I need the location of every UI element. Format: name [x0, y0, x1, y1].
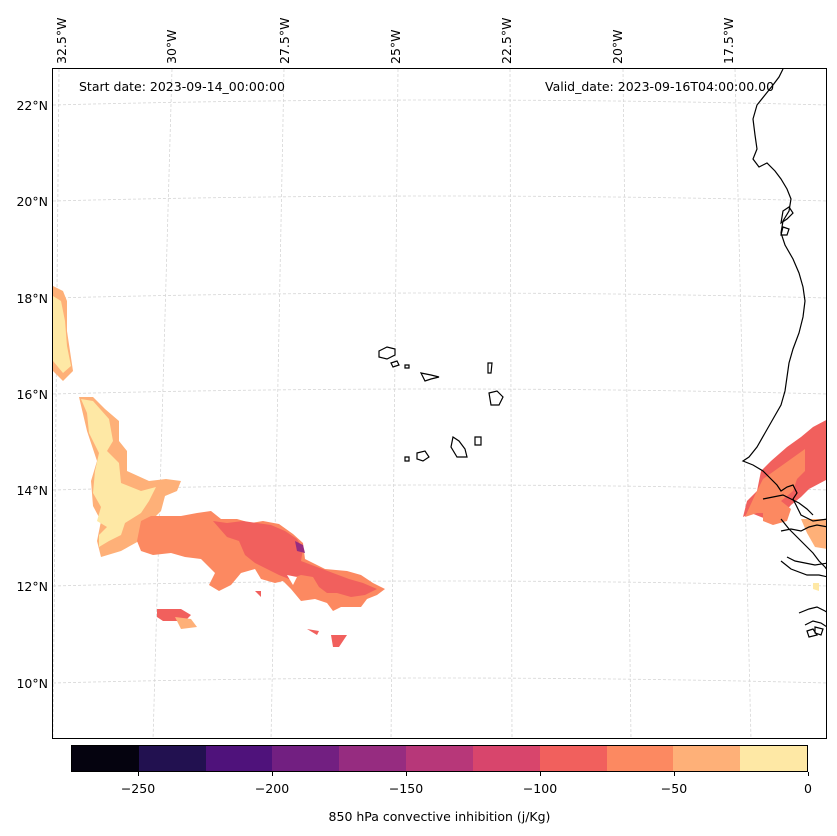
- cin-band-25-50: [801, 519, 826, 549]
- colorbar-segment: [406, 746, 473, 771]
- colorbar-segment: [205, 746, 273, 771]
- parallel-10n: [53, 677, 826, 684]
- start-date-label: Start date: 2023-09-14_00:00:00: [79, 79, 285, 94]
- parallel-18n: [53, 292, 826, 299]
- santo-antao-island: [378, 346, 396, 360]
- africa-coastline: [741, 69, 826, 522]
- colorbar-tick-label: −250: [120, 781, 156, 796]
- map-panel: Start date: 2023-09-14_00:00:00 Valid_da…: [52, 68, 827, 739]
- banc-arguin-islands: [780, 206, 794, 236]
- lat-label-22n: 22°N: [16, 98, 48, 113]
- lat-label-18n: 18°N: [16, 291, 48, 306]
- colorbar-segment: [72, 746, 139, 771]
- parallel-12n: [53, 580, 826, 587]
- santiago-island: [450, 436, 468, 458]
- lat-label-16n: 16°N: [16, 387, 48, 402]
- lon-label-17-5w: 17.5°W: [721, 17, 736, 64]
- parallel-22n: [53, 99, 826, 106]
- valid-date-label: Valid_date: 2023-09-16T04:00:00.00: [545, 79, 775, 94]
- colorbar-segment: [472, 746, 540, 771]
- boa-vista-island: [488, 390, 504, 406]
- lon-label-20w: 20°W: [610, 29, 625, 64]
- sal-island: [487, 362, 493, 374]
- lat-label-20n: 20°N: [16, 194, 48, 209]
- colorbar-segment: [539, 746, 607, 771]
- bissagos-islands: [806, 626, 824, 638]
- cin-band-0-25: [53, 296, 71, 373]
- parallel-20n: [53, 195, 826, 202]
- colorbar-segment: [740, 746, 807, 771]
- colorbar-title: 850 hPa convective inhibition (j/Kg): [328, 809, 551, 824]
- colorbar-tick: [271, 772, 273, 776]
- cin-band-50-75: [763, 501, 791, 525]
- colorbar-segment: [272, 746, 340, 771]
- cin-band-25-50: [175, 617, 197, 629]
- colorbar-tick-label: −100: [522, 781, 558, 796]
- colorbar-tick-label: −150: [388, 781, 424, 796]
- colorbar-tick-label: −50: [660, 781, 688, 796]
- meridian-20w: [622, 69, 632, 738]
- fogo-island: [416, 450, 430, 462]
- lon-label-27-5w: 27.5°W: [277, 17, 292, 64]
- maio-island: [474, 436, 482, 446]
- lon-label-32-5w: 32.5°W: [54, 17, 69, 64]
- sao-nicolau-island: [419, 372, 440, 382]
- colorbar-segment: [138, 746, 206, 771]
- lat-label-12n: 12°N: [16, 579, 48, 594]
- cin-band-75-100: [213, 521, 377, 597]
- colorbar-tick: [405, 772, 407, 776]
- meridian-17-5w: [734, 69, 752, 738]
- africa-coastline-south: [780, 518, 826, 628]
- colorbar-segment: [606, 746, 674, 771]
- coastlines: [378, 69, 826, 638]
- gambia-river: [762, 494, 826, 532]
- lon-label-30w: 30°W: [164, 29, 179, 64]
- meridian-25w: [390, 69, 399, 738]
- cin-band-0-25: [81, 399, 156, 547]
- colorbar-segment: [673, 746, 741, 771]
- meridian-32-5w: [53, 69, 60, 738]
- meridian-22-5w: [509, 69, 513, 738]
- santa-luzia-island: [404, 364, 410, 369]
- colorbar-tick: [137, 772, 139, 776]
- lat-label-14n: 14°N: [16, 483, 48, 498]
- lat-label-10n: 10°N: [16, 676, 48, 691]
- parallel-16n: [53, 388, 826, 395]
- meridian-30w: [152, 69, 173, 738]
- cin-band-75-100: [307, 629, 347, 647]
- brava-island: [404, 456, 410, 462]
- graticule: [53, 69, 826, 738]
- meridian-27-5w: [270, 69, 285, 738]
- lon-label-25w: 25°W: [388, 29, 403, 64]
- colorbar-tick-label: 0: [804, 781, 812, 796]
- colorbar-tick: [539, 772, 541, 776]
- cin-band-75-100: [255, 591, 261, 597]
- cin-band-0-25: [813, 583, 819, 591]
- cin-field-west: [53, 286, 385, 647]
- colorbar: [71, 745, 808, 772]
- colorbar-tick-label: −200: [254, 781, 290, 796]
- cin-band-150-175: [295, 541, 305, 553]
- map-canvas: [53, 69, 826, 738]
- sao-vicente-island: [390, 360, 400, 368]
- colorbar-tick: [807, 772, 809, 776]
- colorbar-tick: [673, 772, 675, 776]
- lon-label-22-5w: 22.5°W: [499, 17, 514, 64]
- colorbar-segment: [339, 746, 407, 771]
- cin-hole: [287, 575, 297, 585]
